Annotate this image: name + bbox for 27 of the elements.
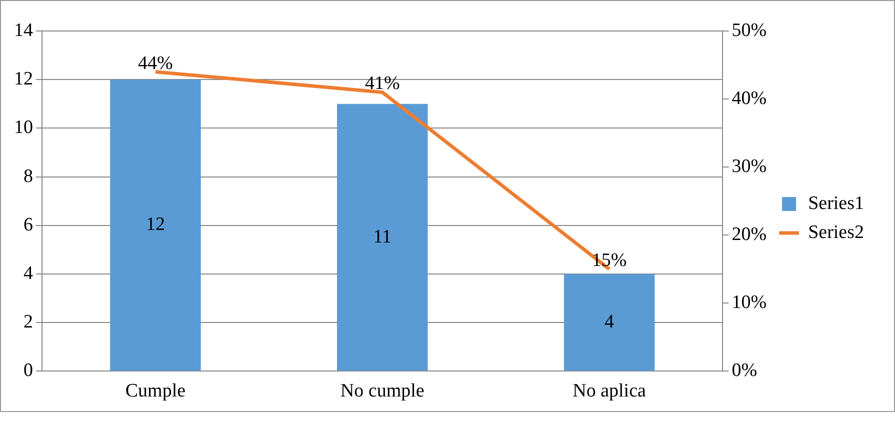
bar xyxy=(564,274,655,371)
y2-tick-label: 30% xyxy=(732,156,767,178)
x-tick-label: No cumple xyxy=(340,380,424,402)
y-tick-label: 14 xyxy=(14,20,34,41)
y-tick-label: 0 xyxy=(24,360,33,382)
y2-tick-label: 10% xyxy=(732,292,767,314)
data-label: 44% xyxy=(138,52,174,74)
data-label: 4 xyxy=(604,311,615,332)
y-tick-label: 6 xyxy=(24,214,33,236)
x-tick-label: No aplica xyxy=(572,380,647,402)
legend-label: Series1 xyxy=(808,192,864,214)
y-tick-label: 10 xyxy=(14,117,33,138)
y-tick-label: 12 xyxy=(14,68,33,90)
y-tick-label: 4 xyxy=(24,262,34,284)
legend-label: Series2 xyxy=(808,222,864,243)
y2-tick-label: 0% xyxy=(732,360,758,382)
data-label: 11 xyxy=(373,226,392,248)
x-tick-label: Cumple xyxy=(125,380,186,402)
bar xyxy=(110,80,201,371)
data-label: 41% xyxy=(364,73,400,94)
y2-tick-label: 20% xyxy=(732,224,767,246)
y-tick-label: 2 xyxy=(24,312,33,333)
bar xyxy=(336,104,428,371)
data-label: 12 xyxy=(146,214,165,236)
y2-tick-label: 40% xyxy=(732,88,767,110)
y2-tick-label: 50% xyxy=(732,20,767,41)
y-tick-label: 8 xyxy=(24,166,33,187)
